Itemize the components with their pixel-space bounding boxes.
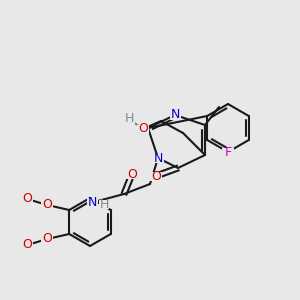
Text: F: F [224, 146, 232, 158]
Text: H: H [124, 112, 134, 125]
FancyBboxPatch shape [137, 124, 149, 134]
Text: O: O [42, 232, 52, 245]
FancyBboxPatch shape [86, 197, 98, 206]
FancyBboxPatch shape [126, 169, 138, 178]
Text: N: N [153, 152, 163, 164]
FancyBboxPatch shape [124, 115, 134, 124]
FancyBboxPatch shape [169, 110, 181, 119]
Text: O: O [42, 199, 52, 212]
FancyBboxPatch shape [99, 200, 109, 208]
Text: O: O [151, 169, 161, 182]
FancyBboxPatch shape [41, 200, 53, 209]
FancyBboxPatch shape [21, 241, 33, 250]
Text: O: O [22, 238, 32, 251]
Text: N: N [87, 196, 97, 208]
Text: O: O [127, 167, 137, 181]
FancyBboxPatch shape [21, 194, 33, 203]
Text: H: H [99, 197, 109, 211]
FancyBboxPatch shape [150, 172, 162, 181]
Text: N: N [170, 109, 180, 122]
FancyBboxPatch shape [41, 235, 53, 244]
Text: O: O [138, 122, 148, 136]
FancyBboxPatch shape [222, 148, 234, 157]
FancyBboxPatch shape [152, 154, 164, 163]
Text: O: O [22, 193, 32, 206]
